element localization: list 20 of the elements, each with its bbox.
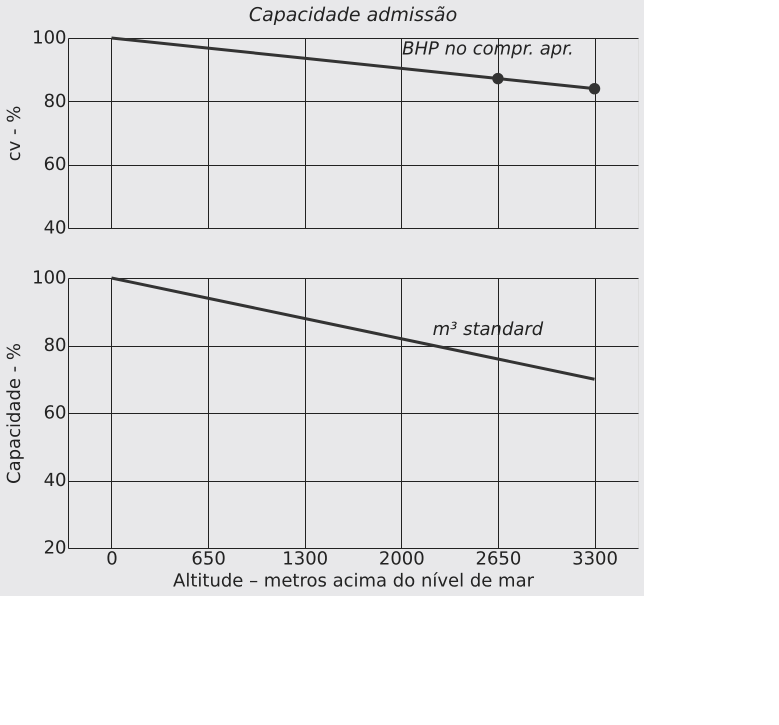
- y-axis-title: Capacidade - %: [4, 343, 26, 484]
- x-axis-title: Altitude – metros acima do nível de mar: [173, 570, 535, 592]
- y-axis-title: cv - %: [4, 106, 26, 162]
- x-tick-label: 2650: [476, 548, 522, 570]
- y-tick-label: 100: [32, 28, 66, 48]
- x-tick-label: 2000: [378, 548, 425, 570]
- line-series: [110, 276, 596, 381]
- y-tick-label: 80: [44, 90, 66, 112]
- x-tick-label: 0: [106, 548, 118, 570]
- y-tick-label: 80: [44, 335, 66, 356]
- x-tick-label: 3300: [572, 548, 618, 570]
- y-tick-label: 60: [44, 154, 66, 176]
- x-tick-label: 650: [191, 548, 226, 570]
- y-tick-label: 100: [32, 268, 66, 288]
- chart-title: Capacidade admissão: [248, 4, 458, 26]
- y-tick-label: 20: [44, 538, 66, 558]
- y-tick-label: 40: [44, 470, 66, 491]
- y-tick-label: 40: [44, 218, 66, 238]
- x-tick-label: 1300: [282, 548, 328, 570]
- y-tick-label: 60: [44, 402, 66, 424]
